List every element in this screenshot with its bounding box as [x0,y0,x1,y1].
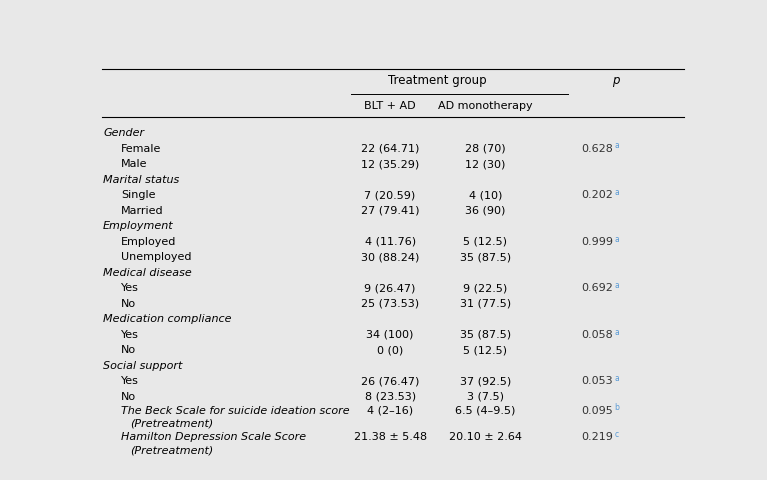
Text: 27 (79.41): 27 (79.41) [360,205,420,216]
Text: Gender: Gender [103,128,144,138]
Text: 28 (70): 28 (70) [465,144,505,154]
Text: Employment: Employment [103,221,173,231]
Text: The Beck Scale for suicide ideation score: The Beck Scale for suicide ideation scor… [121,406,350,416]
Text: a: a [614,328,619,336]
Text: 36 (90): 36 (90) [465,205,505,216]
Text: No: No [121,299,136,309]
Text: 31 (77.5): 31 (77.5) [459,299,511,309]
Text: b: b [614,403,619,412]
Text: 0.058: 0.058 [581,330,613,340]
Text: 4 (10): 4 (10) [469,190,502,200]
Text: AD monotherapy: AD monotherapy [438,101,532,111]
Text: Medical disease: Medical disease [103,268,192,278]
Text: No: No [121,392,136,402]
Text: 35 (87.5): 35 (87.5) [459,252,511,262]
Text: Unemployed: Unemployed [121,252,191,262]
Text: 0.219: 0.219 [581,432,613,442]
Text: 12 (35.29): 12 (35.29) [361,159,420,169]
Text: Marital status: Marital status [103,175,179,185]
Text: 4 (2–16): 4 (2–16) [367,406,413,416]
Text: 0.095: 0.095 [581,406,613,416]
Text: 25 (73.53): 25 (73.53) [361,299,420,309]
Text: Single: Single [121,190,156,200]
Text: Female: Female [121,144,161,154]
Text: 0.628: 0.628 [581,144,613,154]
Text: Married: Married [121,205,163,216]
Text: 6.5 (4–9.5): 6.5 (4–9.5) [455,406,515,416]
Text: 20.10 ± 2.64: 20.10 ± 2.64 [449,432,522,442]
Text: 5 (12.5): 5 (12.5) [463,345,507,355]
Text: 9 (22.5): 9 (22.5) [463,283,507,293]
Text: a: a [614,235,619,243]
Text: Male: Male [121,159,147,169]
Text: 0.692: 0.692 [581,283,613,293]
Text: 8 (23.53): 8 (23.53) [364,392,416,402]
Text: 21.38 ± 5.48: 21.38 ± 5.48 [354,432,426,442]
Text: 35 (87.5): 35 (87.5) [459,330,511,340]
Text: Treatment group: Treatment group [388,74,487,87]
Text: c: c [614,430,618,439]
Text: Yes: Yes [121,376,139,386]
Text: 37 (92.5): 37 (92.5) [459,376,511,386]
Text: 0.999: 0.999 [581,237,613,247]
Text: a: a [614,281,619,290]
Text: p: p [612,74,620,87]
Text: 7 (20.59): 7 (20.59) [364,190,416,200]
Text: Yes: Yes [121,283,139,293]
Text: 4 (11.76): 4 (11.76) [364,237,416,247]
Text: BLT + AD: BLT + AD [364,101,416,111]
Text: 22 (64.71): 22 (64.71) [361,144,420,154]
Text: Social support: Social support [103,361,183,371]
Text: 30 (88.24): 30 (88.24) [361,252,420,262]
Text: (Pretreatment): (Pretreatment) [130,419,213,429]
Text: Medication compliance: Medication compliance [103,314,232,324]
Text: Employed: Employed [121,237,176,247]
Text: 3 (7.5): 3 (7.5) [467,392,504,402]
Text: a: a [614,142,619,150]
Text: Hamilton Depression Scale Score: Hamilton Depression Scale Score [121,432,306,442]
Text: (Pretreatment): (Pretreatment) [130,445,213,456]
Text: No: No [121,345,136,355]
Text: Yes: Yes [121,330,139,340]
Text: a: a [614,188,619,197]
Text: 5 (12.5): 5 (12.5) [463,237,507,247]
Text: 0 (0): 0 (0) [377,345,403,355]
Text: 26 (76.47): 26 (76.47) [361,376,420,386]
Text: a: a [614,374,619,384]
Text: 0.202: 0.202 [581,190,613,200]
Text: 0.053: 0.053 [581,376,613,386]
Text: 12 (30): 12 (30) [465,159,505,169]
Text: 9 (26.47): 9 (26.47) [364,283,416,293]
Text: 34 (100): 34 (100) [367,330,414,340]
